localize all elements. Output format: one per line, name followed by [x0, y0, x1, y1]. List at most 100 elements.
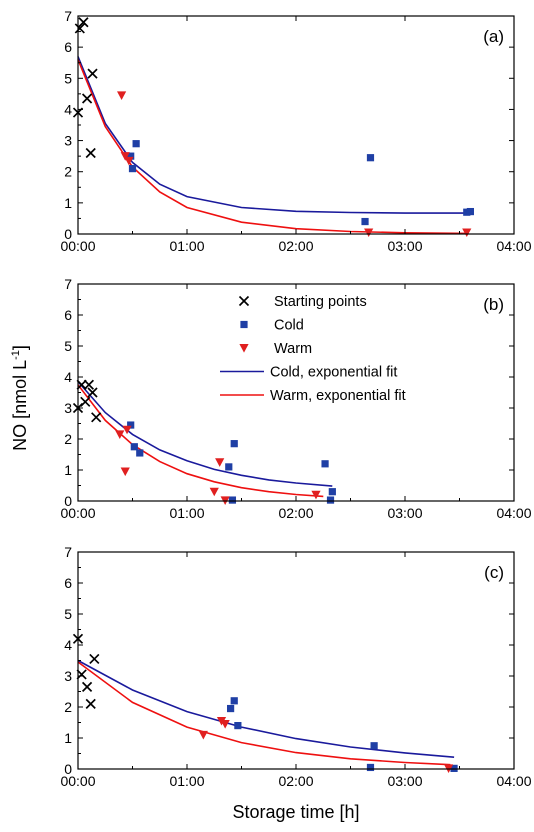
x-tick-label: 04:00 — [496, 773, 531, 789]
x-tick-label: 02:00 — [278, 505, 313, 521]
square-point-6 — [450, 764, 458, 772]
x-point-4-stroke-b — [85, 698, 96, 710]
y-tick-label: 6 — [64, 307, 72, 323]
fit-line-warm — [77, 59, 469, 235]
square-point-6 — [463, 208, 471, 216]
legend-label: Cold, exponential fit — [270, 365, 397, 381]
legend-x-marker-stroke-b — [238, 295, 250, 307]
y-tick-label: 7 — [64, 276, 72, 292]
triangle-point-2 — [120, 467, 130, 477]
x-tick-label: 01:00 — [169, 238, 204, 254]
legend-item-1: Starting points — [238, 294, 367, 310]
x-point-4 — [81, 93, 93, 104]
x-tick-label: 03:00 — [387, 505, 422, 521]
y-axis-label-bracket: ] — [10, 345, 30, 350]
legend: Starting points Cold Warm Cold, exponential… — [220, 294, 406, 404]
triangle-point-4 — [364, 228, 374, 238]
legend-item-2: Cold — [240, 318, 304, 334]
y-tick-label: 3 — [64, 668, 72, 684]
x-point-6-stroke-b — [87, 68, 98, 79]
x-point-5 — [85, 147, 96, 159]
x-tick-label: 01:00 — [169, 773, 204, 789]
y-tick-label: 5 — [64, 606, 72, 622]
x-point-2-stroke-b — [74, 23, 85, 34]
square-point-7 — [466, 207, 474, 216]
square-point-2 — [128, 165, 137, 173]
x-tick-label: 00:00 — [60, 238, 95, 254]
y-tick-label: 1 — [64, 195, 72, 211]
legend-label: Cold — [274, 318, 304, 334]
legend-item-3: Warm — [239, 341, 312, 357]
y-tick-label: 4 — [64, 369, 72, 385]
square-point-4 — [361, 217, 369, 226]
x-tick-label: 03:00 — [387, 773, 422, 789]
x-point-5 — [87, 387, 98, 398]
x-tick-label: 00:00 — [60, 505, 95, 521]
x-point-2 — [76, 379, 87, 390]
panel-1: 00:00 01:00 02:00 03:00 04:00 0 1 2 3 4 5 6 7 (a) — [60, 8, 531, 254]
square-point-4 — [366, 763, 375, 772]
plot-frame — [77, 15, 515, 235]
x-point-5 — [89, 653, 100, 665]
triangle-point-2 — [120, 152, 130, 161]
panel-label: (b) — [483, 295, 504, 314]
square-point-6 — [230, 440, 238, 448]
x-point-3-stroke-b — [80, 396, 91, 407]
x-point-4-stroke-b — [83, 379, 95, 390]
x-axis-label: Storage time [h] — [232, 802, 359, 822]
y-tick-label: 3 — [64, 133, 72, 149]
fit-line-cold — [77, 381, 333, 487]
legend-square-marker — [240, 320, 248, 329]
x-point-3 — [80, 396, 91, 407]
x-point-3 — [81, 681, 93, 692]
panel-2: 00:00 01:00 02:00 03:00 04:00 0 1 2 3 4 5 6 7 (b) — [60, 276, 531, 521]
legend-label: Warm, exponential fit — [270, 388, 406, 404]
fit-line-warm — [77, 661, 451, 766]
square-point-2 — [230, 697, 238, 705]
triangle-point-3 — [122, 425, 132, 435]
square-point-5 — [228, 496, 237, 504]
y-tick-label: 2 — [64, 699, 72, 715]
x-point-4 — [83, 379, 95, 390]
y-tick-label: 0 — [64, 226, 72, 242]
legend-label: Warm — [274, 341, 312, 357]
y-tick-label: 4 — [64, 637, 72, 653]
panel-3: 00:00 01:00 02:00 03:00 04:00 0 1 2 3 4 5 6 7 (c) — [60, 544, 531, 789]
x-point-4 — [85, 698, 96, 710]
legend-item-4: Cold, exponential fit — [220, 365, 397, 381]
y-tick-label: 5 — [64, 338, 72, 354]
y-axis-label-text: NO [nmol L — [10, 360, 30, 451]
x-point-5-stroke-b — [89, 653, 100, 665]
x-tick-label: 04:00 — [496, 238, 531, 254]
x-tick-label: 02:00 — [278, 238, 313, 254]
x-point-6 — [87, 68, 98, 79]
y-tick-label: 5 — [64, 70, 72, 86]
triangle-point-5 — [215, 458, 225, 467]
x-tick-label: 04:00 — [496, 505, 531, 521]
triangle-point-5 — [462, 228, 472, 238]
triangle-point-4 — [209, 487, 219, 497]
x-point-2-stroke-b — [76, 379, 87, 390]
square-point-4 — [225, 463, 233, 471]
triangle-point-3 — [220, 720, 230, 729]
triangle-point-1 — [115, 430, 125, 439]
square-point-3 — [234, 722, 242, 730]
y-tick-label: 4 — [64, 101, 72, 117]
x-tick-label: 02:00 — [278, 773, 313, 789]
x-tick-label: 03:00 — [387, 238, 422, 254]
x-point-3-stroke-b — [81, 681, 93, 692]
square-point-7 — [321, 460, 329, 468]
y-tick-label: 0 — [64, 761, 72, 777]
legend-item-5: Warm, exponential fit — [220, 388, 406, 404]
x-point-5-stroke-b — [87, 387, 98, 398]
fit-line-cold — [77, 56, 469, 214]
x-point-2 — [76, 669, 87, 680]
square-point-3 — [132, 140, 140, 148]
y-tick-label: 2 — [64, 164, 72, 180]
square-point-8 — [326, 496, 335, 504]
y-tick-label: 6 — [64, 39, 72, 55]
y-tick-label: 6 — [64, 575, 72, 591]
square-point-5 — [370, 742, 378, 750]
square-point-2 — [130, 443, 138, 451]
